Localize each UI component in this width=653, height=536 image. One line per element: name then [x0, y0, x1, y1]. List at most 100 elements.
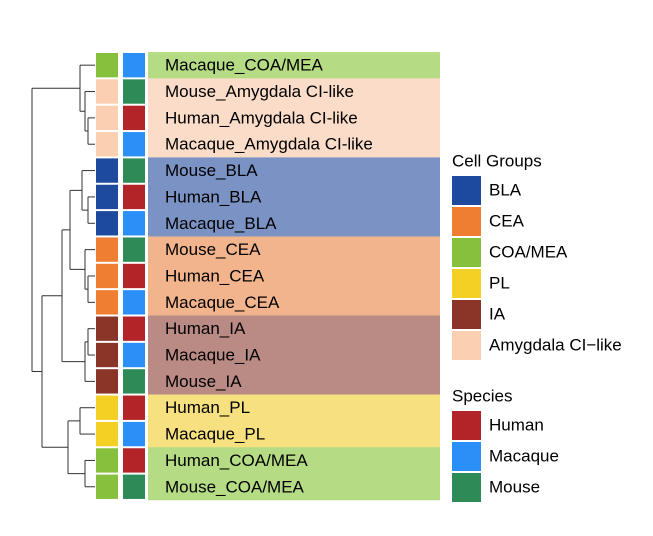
legend-swatch	[452, 300, 481, 329]
species-cell	[123, 369, 145, 394]
tree-branch	[42, 420, 69, 474]
label-band	[148, 236, 440, 264]
row-label: Human_BLA	[165, 187, 262, 206]
row-label: Mouse_BLA	[165, 161, 258, 180]
group-cell	[96, 342, 118, 368]
label-band	[148, 394, 440, 422]
group-cell	[96, 105, 118, 131]
species-cell	[123, 158, 145, 183]
group-cell	[96, 211, 118, 236]
legend-label: IA	[489, 304, 506, 323]
label-band	[148, 420, 440, 448]
row-label: Mouse_COA/MEA	[165, 477, 305, 496]
label-band	[148, 131, 440, 158]
legend-label: CEA	[489, 211, 525, 230]
legend-label: COA/MEA	[489, 242, 568, 261]
group-cell	[96, 474, 118, 499]
group-cell	[96, 132, 118, 157]
label-band	[148, 262, 440, 290]
legend-label: BLA	[489, 180, 522, 199]
species-cell	[123, 184, 145, 210]
species-cell	[123, 448, 145, 473]
legend-label: Amygdala CI−like	[489, 335, 622, 354]
tree-branch	[42, 229, 63, 362]
group-cell	[96, 263, 118, 289]
species-cell	[123, 395, 145, 420]
group-cell	[96, 316, 118, 341]
species-cell	[123, 342, 145, 368]
label-band	[148, 368, 440, 395]
label-band	[148, 210, 440, 237]
species-cell	[123, 53, 145, 78]
legend-swatch	[452, 269, 481, 298]
tree-branch	[32, 295, 43, 448]
row-label: Human_PL	[165, 398, 250, 417]
tree-branch	[68, 460, 86, 487]
dendrogram	[31, 64, 95, 488]
legend-label: Mouse	[489, 477, 540, 496]
row-label: Mouse_Amygdala CI-like	[165, 82, 354, 101]
species-cell	[123, 290, 145, 315]
tree-branch	[32, 65, 81, 112]
species-cell	[123, 263, 145, 289]
legend-swatch	[452, 176, 481, 205]
label-band	[148, 315, 440, 343]
row-label: Macaque_IA	[165, 346, 261, 365]
group-cell	[96, 158, 118, 183]
tree-branch	[68, 407, 81, 435]
tree-branch	[82, 196, 89, 224]
legend-swatch	[452, 411, 481, 440]
species-cell	[123, 79, 145, 104]
label-band	[148, 289, 440, 316]
row-label: Human_COA/MEA	[165, 451, 308, 470]
label-band	[148, 341, 440, 369]
label-band	[148, 52, 440, 79]
legend-swatch	[452, 238, 481, 267]
legend-label: PL	[489, 273, 510, 292]
legend-title: Species	[452, 386, 512, 405]
row-label: Macaque_COA/MEA	[165, 56, 323, 75]
group-cell	[96, 369, 118, 394]
tree-branch	[70, 249, 86, 290]
label-band	[148, 104, 440, 132]
tree-branch	[80, 91, 86, 132]
group-cell	[96, 448, 118, 473]
row-label: Macaque_PL	[165, 425, 265, 444]
legend-swatch	[452, 473, 481, 502]
tree-branch	[62, 190, 71, 270]
legend-swatch	[452, 331, 481, 360]
label-band	[148, 157, 440, 185]
label-band	[148, 447, 440, 474]
row-label: Mouse_IA	[165, 372, 242, 391]
legend-title: Cell Groups	[452, 151, 542, 170]
legend-swatch	[452, 207, 481, 236]
species-cell	[123, 421, 145, 447]
row-label: Macaque_BLA	[165, 214, 277, 233]
row-label: Human_IA	[165, 319, 246, 338]
legend-label: Macaque	[489, 446, 559, 465]
tree-branch	[70, 170, 83, 211]
label-band	[148, 78, 440, 105]
row-label: Macaque_Amygdala CI-like	[165, 135, 373, 154]
species-cell	[123, 132, 145, 157]
group-cell	[96, 184, 118, 210]
species-cell	[123, 105, 145, 131]
species-cell	[123, 211, 145, 236]
label-band	[148, 473, 440, 501]
row-label: Macaque_CEA	[165, 293, 280, 312]
group-cell	[96, 421, 118, 447]
legend-swatch	[452, 442, 481, 471]
row-label: Human_Amygdala CI-like	[165, 108, 358, 127]
group-cell	[96, 53, 118, 78]
tree-branch	[62, 341, 86, 382]
legend-label: Human	[489, 415, 544, 434]
row-label: Mouse_CEA	[165, 240, 261, 259]
group-cell	[96, 395, 118, 420]
group-cell	[96, 290, 118, 315]
species-cell	[123, 316, 145, 341]
group-cell	[96, 237, 118, 262]
species-cell	[123, 237, 145, 262]
species-cell	[123, 474, 145, 499]
label-band	[148, 183, 440, 211]
